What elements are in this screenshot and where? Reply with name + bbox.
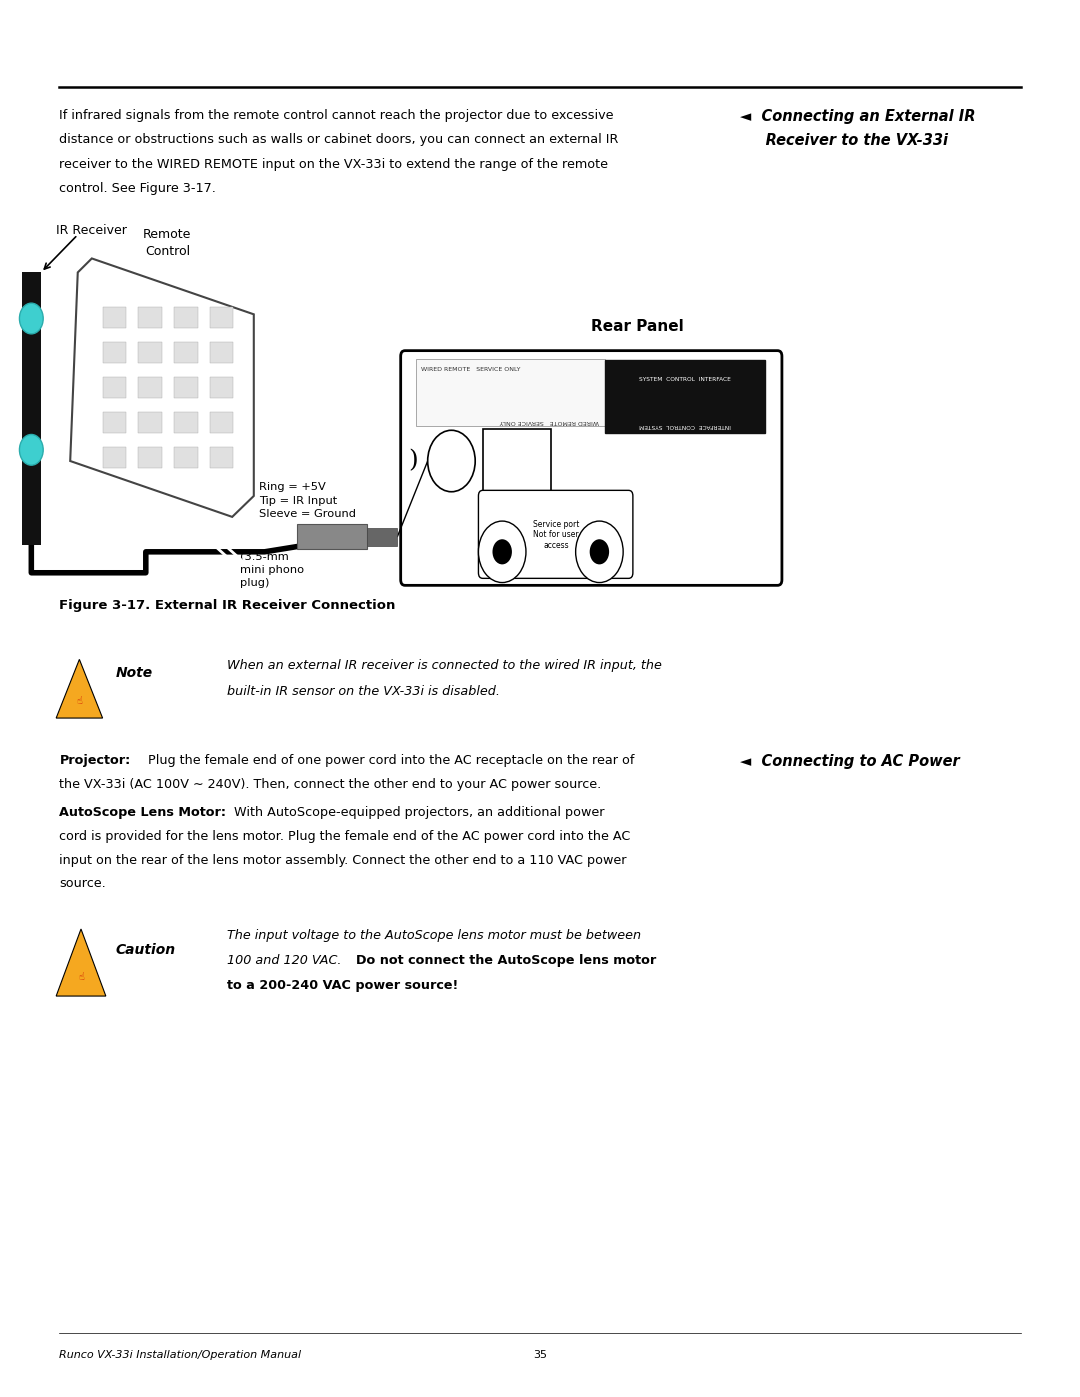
Text: Remote
Control: Remote Control [144, 228, 191, 257]
Bar [297, 524, 367, 549]
Text: control. See Figure 3-17.: control. See Figure 3-17. [59, 183, 216, 196]
Bar [416, 359, 605, 426]
Text: receiver to the WIRED REMOTE input on the VX-33i to extend the range of the remo: receiver to the WIRED REMOTE input on th… [59, 158, 608, 170]
Text: to a 200-240 VAC power source!: to a 200-240 VAC power source! [227, 979, 458, 992]
Bar [210, 342, 233, 363]
Text: the VX-33i (AC 100V ∼ 240V). Then, connect the other end to your AC power source: the VX-33i (AC 100V ∼ 240V). Then, conne… [59, 778, 602, 791]
FancyBboxPatch shape [401, 351, 782, 585]
Text: With AutoScope-equipped projectors, an additional power: With AutoScope-equipped projectors, an a… [230, 806, 605, 819]
Circle shape [478, 521, 526, 583]
Text: The input voltage to the AutoScope lens motor must be between: The input voltage to the AutoScope lens … [227, 929, 640, 942]
Bar [210, 412, 233, 433]
Text: Service port
Not for user
access: Service port Not for user access [534, 520, 579, 550]
Bar [138, 307, 162, 328]
Text: Caution: Caution [116, 943, 176, 957]
Bar [210, 377, 233, 398]
Bar [138, 342, 162, 363]
Text: Rear Panel: Rear Panel [591, 319, 684, 334]
Text: cord is provided for the lens motor. Plug the female end of the AC power cord in: cord is provided for the lens motor. Plu… [59, 830, 631, 842]
Circle shape [19, 434, 43, 465]
Text: source.: source. [59, 877, 106, 890]
Bar [138, 412, 162, 433]
Polygon shape [56, 929, 106, 996]
Text: AutoScope Lens Motor:: AutoScope Lens Motor: [59, 806, 227, 819]
Text: If infrared signals from the remote control cannot reach the projector due to ex: If infrared signals from the remote cont… [59, 109, 613, 122]
Bar [103, 412, 126, 433]
Text: ☝: ☝ [77, 696, 82, 707]
Text: INTERFACE  CONTROL  SYSTEM: INTERFACE CONTROL SYSTEM [638, 423, 731, 429]
Text: ☝: ☝ [78, 971, 84, 982]
Bar [174, 377, 198, 398]
Text: Projector:: Projector: [59, 754, 131, 767]
Text: Note: Note [116, 666, 152, 680]
Bar [605, 360, 765, 433]
Circle shape [590, 539, 609, 564]
Text: WIRED REMOTE   SERVICE ONLY: WIRED REMOTE SERVICE ONLY [500, 419, 599, 425]
Text: When an external IR receiver is connected to the wired IR input, the: When an external IR receiver is connecte… [227, 659, 662, 672]
Bar [174, 307, 198, 328]
Circle shape [492, 539, 512, 564]
Text: ◄  Connecting an External IR: ◄ Connecting an External IR [740, 109, 975, 124]
Text: 100 and 120 VAC.: 100 and 120 VAC. [227, 954, 346, 967]
Text: IR Receiver: IR Receiver [56, 224, 127, 236]
Bar [103, 342, 126, 363]
Bar [103, 447, 126, 468]
Circle shape [576, 521, 623, 583]
Bar [174, 412, 198, 433]
Text: Ring = +5V
Tip = IR Input
Sleeve = Ground: Ring = +5V Tip = IR Input Sleeve = Groun… [259, 482, 356, 520]
Circle shape [19, 303, 43, 334]
Text: built-in IR sensor on the VX-33i is disabled.: built-in IR sensor on the VX-33i is disa… [227, 685, 500, 697]
Text: (3.5-mm
mini phono
plug): (3.5-mm mini phono plug) [240, 552, 303, 588]
Bar [367, 528, 397, 546]
Bar [210, 307, 233, 328]
Text: Runco VX-33i Installation/Operation Manual: Runco VX-33i Installation/Operation Manu… [59, 1350, 301, 1359]
FancyBboxPatch shape [478, 490, 633, 578]
Polygon shape [70, 258, 254, 517]
Text: input on the rear of the lens motor assembly. Connect the other end to a 110 VAC: input on the rear of the lens motor asse… [59, 854, 626, 866]
Text: Do not connect the AutoScope lens motor: Do not connect the AutoScope lens motor [356, 954, 657, 967]
Bar [138, 377, 162, 398]
Bar [138, 447, 162, 468]
Text: distance or obstructions such as walls or cabinet doors, you can connect an exte: distance or obstructions such as walls o… [59, 134, 619, 147]
Polygon shape [56, 659, 103, 718]
Bar [483, 429, 551, 496]
Bar [174, 447, 198, 468]
Bar [22, 272, 41, 545]
Text: 35: 35 [534, 1350, 546, 1359]
Text: ): ) [408, 450, 418, 472]
Bar [103, 377, 126, 398]
Text: Figure 3-17. External IR Receiver Connection: Figure 3-17. External IR Receiver Connec… [59, 599, 395, 612]
Text: Plug the female end of one power cord into the AC receptacle on the rear of: Plug the female end of one power cord in… [144, 754, 634, 767]
Bar [174, 342, 198, 363]
Bar [103, 307, 126, 328]
Text: Receiver to the VX-33i: Receiver to the VX-33i [740, 134, 948, 148]
Text: SYSTEM  CONTROL  INTERFACE: SYSTEM CONTROL INTERFACE [638, 377, 731, 383]
Text: WIRED REMOTE   SERVICE ONLY: WIRED REMOTE SERVICE ONLY [421, 367, 521, 373]
Circle shape [428, 430, 475, 492]
Text: ◄  Connecting to AC Power: ◄ Connecting to AC Power [740, 754, 959, 770]
Bar [210, 447, 233, 468]
